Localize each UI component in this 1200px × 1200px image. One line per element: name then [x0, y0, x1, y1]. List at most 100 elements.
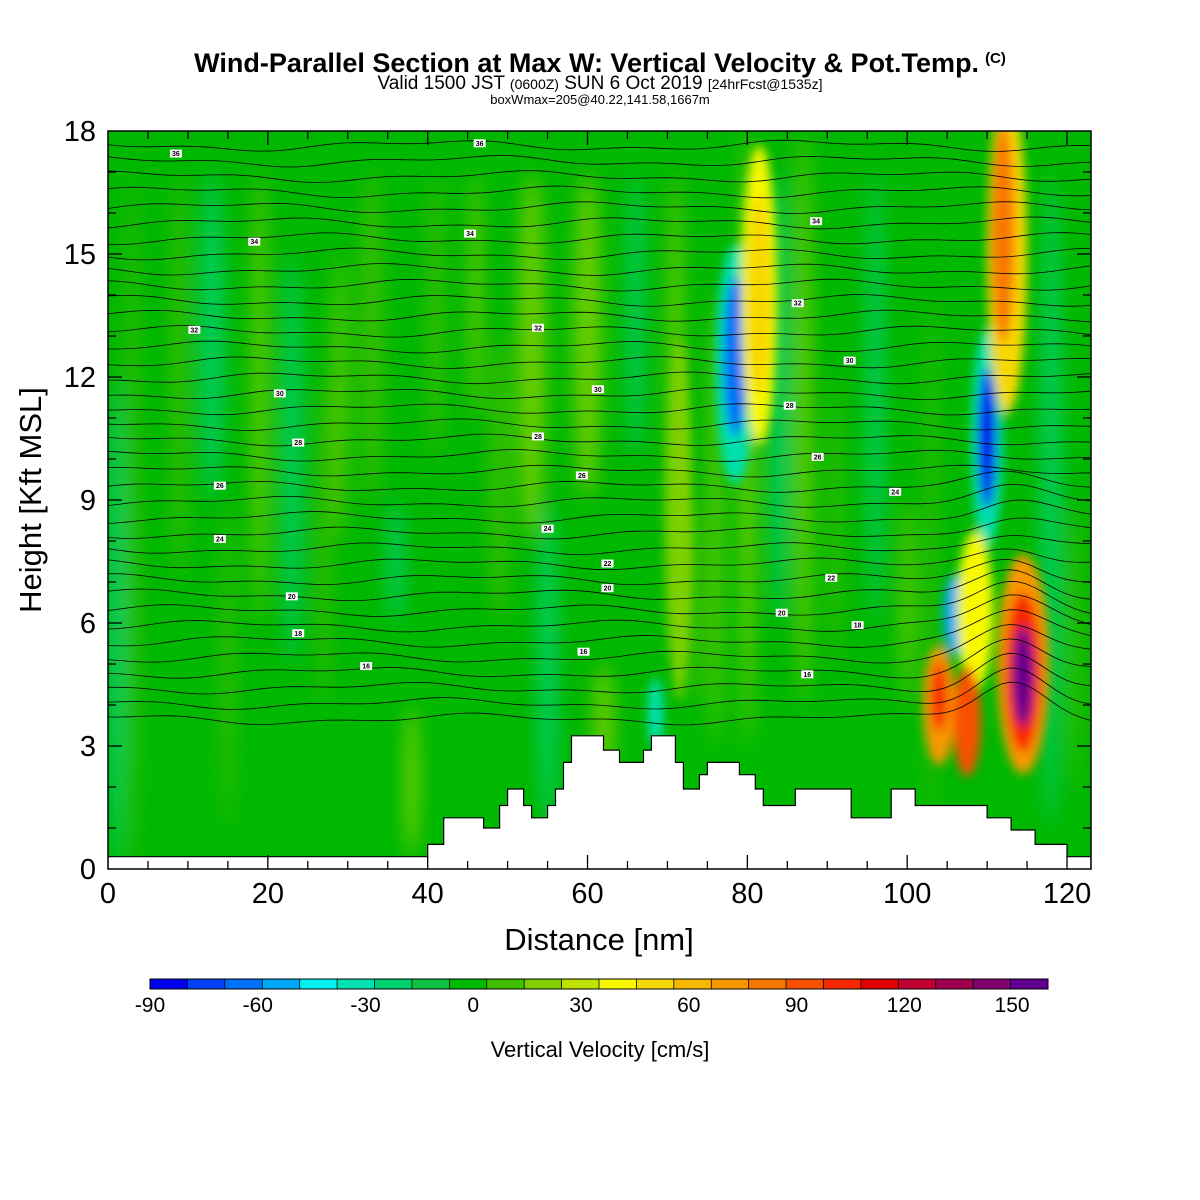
x-tick-label: 80: [731, 878, 763, 910]
plot-area: 36 36 34 34 34 32 32 32 30 30 30 28 28 28 26 26 26 24 24 24…: [108, 131, 1091, 869]
colorbar-swatch: [711, 979, 750, 989]
colorbar-swatch: [935, 979, 974, 989]
colorbar-swatch: [748, 979, 787, 989]
colorbar-title: Vertical Velocity [cm/s]: [491, 1037, 710, 1062]
contour-label: 16: [577, 647, 590, 656]
colorbar-swatch: [486, 979, 525, 989]
contour-label-text: 24: [544, 526, 552, 533]
forecast-info: [24hrFcst@1535z]: [707, 76, 823, 92]
contour-label-text: 28: [534, 434, 542, 441]
valid-date: SUN 6 Oct 2019: [564, 73, 703, 94]
contour-label-text: 22: [827, 575, 835, 582]
axis-ticks: [108, 131, 1091, 869]
x-tick-label: 120: [1043, 878, 1091, 910]
contour-label-text: 34: [250, 239, 258, 246]
contour-label: 22: [601, 559, 614, 568]
contour-label-text: 32: [534, 325, 542, 332]
colorbar-swatch: [673, 979, 712, 989]
contour-label-text: 16: [580, 649, 588, 656]
colorbar-tick-label: 60: [677, 994, 700, 1017]
contour-label-text: 20: [288, 594, 296, 601]
colorbar-tick-labels: -90 -60 -30 0 30 60 90 120 150: [135, 994, 1030, 1017]
colorbar: [149, 978, 1049, 990]
contour-label-text: 16: [362, 664, 370, 671]
contour-label: 34: [810, 217, 823, 226]
colorbar-tick-label: -60: [243, 994, 273, 1017]
colorbar-tick-label: -30: [350, 994, 380, 1017]
colorbar-tick-label: 150: [995, 994, 1030, 1017]
x-tick-label: 60: [571, 878, 603, 910]
colorbar-swatch: [1010, 979, 1049, 989]
utc-time: (0600Z): [509, 76, 559, 92]
colorbar-swatch: [262, 979, 301, 989]
contour-label: 26: [213, 481, 226, 490]
colorbar-swatch: [599, 979, 637, 989]
contour-label-text: 28: [786, 403, 794, 410]
x-tick-label: 0: [100, 878, 116, 910]
contour-label: 36: [473, 139, 486, 148]
colorbar-swatch: [150, 979, 188, 989]
contour-label: 32: [531, 323, 544, 332]
x-tick-label: 100: [883, 878, 931, 910]
contour-label: 28: [292, 438, 305, 447]
y-tick-label: 9: [80, 485, 96, 517]
contour-label-text: 30: [594, 387, 602, 394]
contour-label-text: 26: [578, 473, 586, 480]
contour-label-text: 24: [891, 489, 899, 496]
contour-label: 20: [775, 608, 788, 617]
contour-label: 36: [169, 149, 182, 158]
contour-labels: 36 36 34 34 34 32 32 32 30 30 30 28 28 28 26 26 26 24 24 24…: [169, 139, 902, 679]
colorbar-swatch: [449, 979, 488, 989]
colorbar-swatch: [636, 979, 675, 989]
colorbar-tick-label: 120: [887, 994, 922, 1017]
y-tick-label: 3: [80, 731, 96, 763]
colorbar-swatch: [524, 979, 563, 989]
contour-label-text: 24: [216, 536, 224, 543]
x-tick-label: 20: [252, 878, 284, 910]
potential-temperature-contours: [108, 139, 1091, 726]
contour-label: 22: [825, 573, 838, 582]
colorbar-swatch: [337, 979, 375, 989]
contour-label-text: 32: [190, 327, 198, 334]
contour-label: 30: [591, 385, 604, 394]
colorbar-swatch: [823, 979, 862, 989]
contour-label: 28: [531, 432, 544, 441]
contour-label: 32: [188, 325, 201, 334]
valid-time: Valid 1500 JST: [377, 73, 505, 94]
contour-label-text: 36: [476, 141, 484, 148]
contour-label-text: 28: [294, 440, 302, 447]
copyright-mark: (C): [985, 50, 1006, 67]
contour-label: 24: [889, 487, 902, 496]
colorbar-swatch: [374, 979, 413, 989]
contour-label: 26: [811, 452, 824, 461]
contour-label-text: 22: [604, 561, 612, 568]
contour-label-text: 20: [604, 586, 612, 593]
colorbar-swatch: [786, 979, 824, 989]
contour-label: 16: [801, 670, 814, 679]
contour-label-text: 30: [846, 358, 854, 365]
contour-label: 32: [791, 299, 804, 308]
y-tick-label: 0: [80, 854, 96, 886]
contour-label: 18: [292, 629, 305, 638]
contour-label-text: 18: [854, 623, 862, 630]
colorbar-swatch: [860, 979, 899, 989]
colorbar-tick-label: -90: [135, 994, 165, 1017]
contour-label-text: 34: [466, 231, 474, 238]
contour-label: 16: [360, 662, 373, 671]
colorbar-swatch: [224, 979, 263, 989]
y-axis-tick-labels: 0 3 6 9 12 15 18: [64, 116, 96, 886]
contour-label: 34: [248, 237, 261, 246]
y-tick-label: 18: [64, 116, 96, 148]
colorbar-tick-label: 0: [467, 994, 479, 1017]
contour-label-text: 18: [294, 631, 302, 638]
contour-label: 28: [783, 401, 796, 410]
y-tick-label: 12: [64, 362, 96, 394]
contour-label: 34: [464, 229, 477, 238]
x-axis-tick-labels: 0 20 40 60 80 100 120: [100, 878, 1091, 910]
x-axis-title: Distance [nm]: [504, 922, 694, 957]
contour-label-text: 36: [172, 151, 180, 158]
colorbar-tick-label: 90: [785, 994, 808, 1017]
chart-title-text: Wind-Parallel Section at Max W: Vertical…: [194, 48, 980, 78]
contour-label: 24: [213, 534, 226, 543]
